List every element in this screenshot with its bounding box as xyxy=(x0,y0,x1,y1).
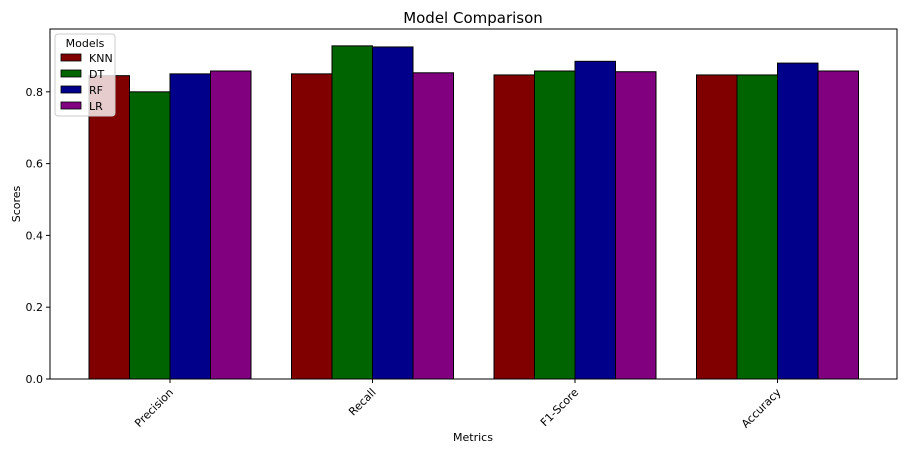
legend-items: KNN DT RF LR xyxy=(60,52,113,113)
y-tick-label: 0.2 xyxy=(26,301,44,314)
chart-title: Model Comparison xyxy=(403,9,543,27)
bar-lr-recall xyxy=(412,72,454,380)
bar-dt-accuracy xyxy=(736,74,778,380)
bar-rf-accuracy xyxy=(777,62,819,380)
legend-swatch-knn xyxy=(60,53,82,62)
bar-rf-f1-score xyxy=(574,60,616,380)
legend-title: Models xyxy=(66,37,105,50)
legend: Models KNN DT RF LR xyxy=(54,33,116,117)
y-tick-label: 0.6 xyxy=(26,158,44,171)
legend-swatch-dt xyxy=(60,69,82,78)
legend-swatch-lr xyxy=(60,101,82,110)
x-tick-label: Recall xyxy=(346,386,378,418)
legend-label-knn: KNN xyxy=(89,52,113,65)
bar-dt-recall xyxy=(331,45,373,380)
bar-knn-accuracy xyxy=(696,74,738,380)
bar-dt-f1-score xyxy=(534,70,576,380)
legend-label-dt: DT xyxy=(89,68,104,81)
bar-knn-f1-score xyxy=(493,74,535,380)
x-axis: Precision Recall F1-Score Accuracy xyxy=(132,379,784,431)
legend-label-rf: RF xyxy=(89,84,103,97)
x-tick-label: Precision xyxy=(132,386,176,430)
plot-frame xyxy=(49,28,898,380)
bar-lr-precision xyxy=(210,70,252,380)
y-tick-label: 0.0 xyxy=(26,373,44,386)
bar-rf-recall xyxy=(372,46,414,380)
bar-knn-recall xyxy=(291,73,333,380)
bar-knn-precision xyxy=(88,75,130,380)
bar-lr-f1-score xyxy=(615,71,657,380)
y-axis: 0.0 0.2 0.4 0.6 0.8 xyxy=(26,86,50,386)
legend-label-lr: LR xyxy=(89,100,103,113)
y-axis-label: Scores xyxy=(10,185,23,222)
x-tick-label: F1-Score xyxy=(538,386,581,429)
legend-swatch-rf xyxy=(60,85,82,94)
x-tick-label: Accuracy xyxy=(739,386,784,431)
bars-group xyxy=(88,45,859,380)
x-axis-label: Metrics xyxy=(453,431,493,444)
bar-dt-precision xyxy=(129,91,171,380)
y-tick-label: 0.4 xyxy=(26,229,44,242)
bar-lr-accuracy xyxy=(817,70,859,380)
y-tick-label: 0.8 xyxy=(26,86,44,99)
bar-rf-precision xyxy=(169,73,211,380)
